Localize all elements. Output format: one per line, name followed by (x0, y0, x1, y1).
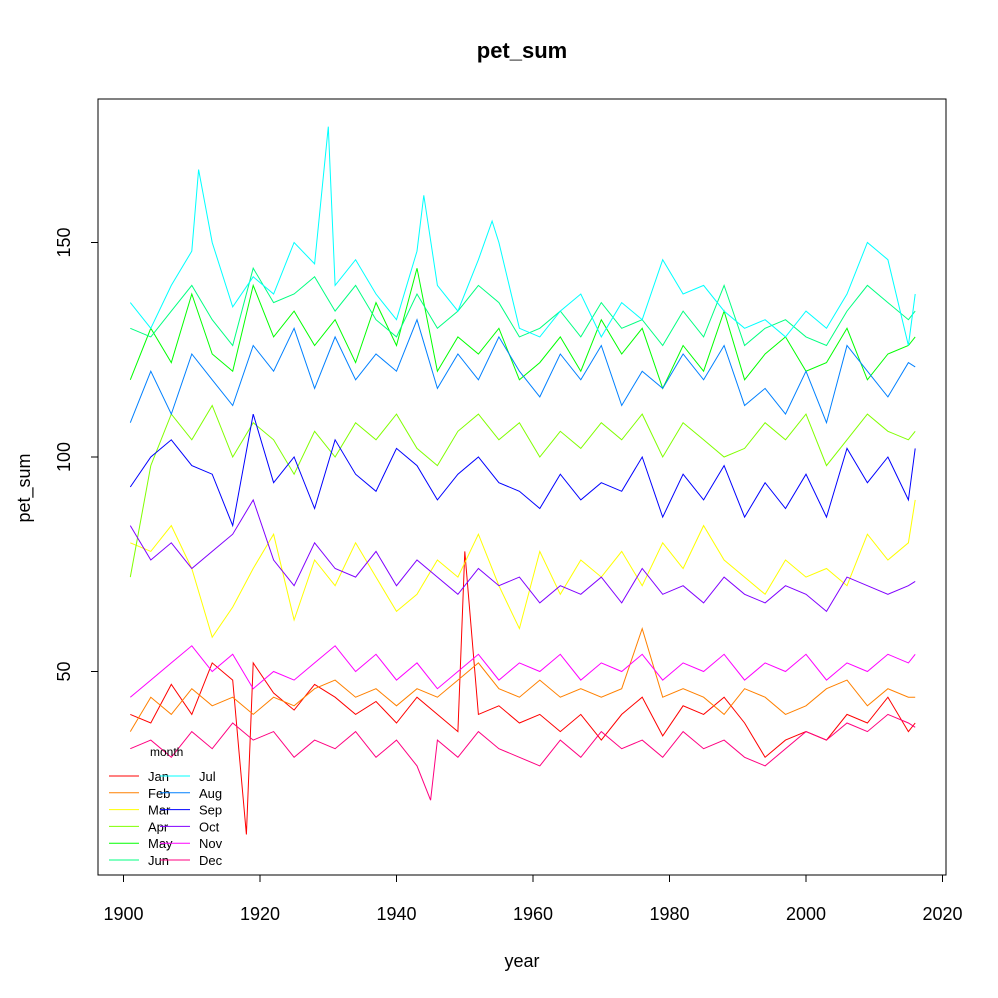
series-line-aug (129, 318, 916, 425)
y-tick-label: 50 (54, 661, 74, 681)
series-line-mar (130, 499, 916, 639)
legend-label-jun: Jun (148, 853, 169, 868)
x-axis: 1900 1920 1940 1960 1980 2000 2020 (103, 874, 963, 924)
series-line-feb (129, 626, 916, 732)
x-tick-label: 2000 (786, 904, 826, 924)
series-line-may (129, 268, 916, 390)
legend-label-sep: Sep (199, 803, 222, 818)
x-tick-label: 2020 (922, 904, 962, 924)
series-line-oct (129, 498, 916, 613)
series-layer (129, 126, 916, 835)
legend: monthJanFebMarAprMayJunJulAugSepOctNovDe… (109, 745, 223, 868)
legend-label-mar: Mar (148, 803, 171, 818)
y-axis: 50 100 150 (54, 227, 99, 682)
x-tick-label: 1960 (513, 904, 553, 924)
y-axis-label: pet_sum (14, 453, 35, 522)
chart-title: pet_sum (477, 38, 567, 63)
series-line-nov (129, 645, 916, 698)
legend-label-oct: Oct (199, 819, 220, 834)
legend-label-aug: Aug (199, 786, 222, 801)
series-line-jul (129, 126, 916, 346)
series-line-jan (130, 551, 916, 835)
legend-label-jan: Jan (148, 769, 169, 784)
x-tick-label: 1920 (240, 904, 280, 924)
legend-label-feb: Feb (148, 786, 170, 801)
series-line-apr (129, 404, 916, 578)
legend-label-apr: Apr (148, 819, 169, 834)
legend-label-jul: Jul (199, 769, 216, 784)
x-axis-label: year (504, 951, 539, 971)
x-tick-label: 1980 (649, 904, 689, 924)
x-tick-label: 1900 (103, 904, 143, 924)
series-line-dec (130, 713, 916, 801)
series-line-sep (129, 413, 916, 528)
y-tick-label: 100 (54, 442, 74, 472)
y-tick-label: 150 (54, 227, 74, 257)
legend-label-dec: Dec (199, 853, 223, 868)
legend-title: month (150, 745, 183, 759)
x-tick-label: 1940 (376, 904, 416, 924)
legend-label-nov: Nov (199, 836, 223, 851)
